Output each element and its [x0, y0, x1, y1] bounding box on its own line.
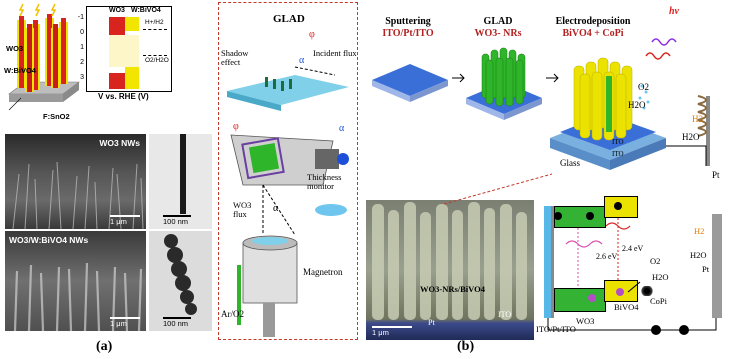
o2-label: O2: [638, 82, 649, 92]
band-header-wo3: WO3: [109, 7, 125, 14]
cross-section-ito: ITO: [498, 310, 512, 319]
thickness-monitor-label: Thickness monitor: [307, 172, 342, 191]
phi-top-label: φ: [309, 29, 315, 40]
scale-bar-1um-bottom: 1 μm: [110, 317, 140, 328]
scale-bar-100nm-bottom: 100 nm: [163, 317, 191, 328]
hv-label: hν: [669, 6, 679, 17]
process-arrow-1: [452, 73, 465, 83]
h2o-label: H2O: [628, 100, 646, 110]
step-electrodep-title: Electrodeposition: [555, 16, 631, 27]
wo3-valence-band: [109, 73, 125, 89]
h2o-b-label: H2O: [652, 272, 669, 282]
band-y-ticks: -1 0 1 2 3: [77, 14, 84, 81]
pt-counter-electrode: [712, 214, 722, 318]
cross-section-pt: Pt: [428, 318, 435, 327]
wo3-label: WO3: [6, 44, 24, 53]
substrate-label: F:SnO2: [43, 112, 70, 121]
alpha-flux-label: α: [273, 203, 279, 214]
glad-chamber-sketch: [230, 134, 349, 337]
h2-label: H2: [692, 114, 703, 124]
process-arrow-2: [546, 73, 559, 83]
gap-wo3-label: 2.6 eV: [596, 252, 618, 261]
wbivo4-label: W:BiVO4: [4, 66, 36, 75]
sem-bottom-label: WO3/W:BiVO4 NWs: [9, 235, 89, 245]
step-sputtering-subtitle: ITO/Pt/ITO: [382, 28, 434, 39]
shadow-effect-label: Shadow effect: [221, 48, 249, 67]
band-diagram-a: WO3 W:BiVO4 H+/H2 O2/H2O: [86, 6, 172, 92]
electrodeposition-device: [550, 38, 710, 170]
sem-cross-section: WO3-NRs/BiVO4 Pt ITO 1 μm: [366, 200, 534, 340]
pt-b-label: Pt: [702, 264, 710, 274]
copi-label: CoPi: [650, 296, 668, 306]
incident-flux-label: Incident flux: [313, 48, 357, 58]
sem-wo3-bivo4-nws: WO3/W:BiVO4 NWs 1 μm: [5, 231, 146, 331]
tem-wo3-bivo4-nw: 100 nm: [149, 231, 212, 331]
phi-chamber-label: φ: [233, 121, 239, 132]
sputtering-substrate: [372, 64, 448, 102]
step-sputtering-title: Sputtering: [385, 16, 431, 27]
bivo4-conduction-band: [125, 17, 139, 31]
gas-label: Ar/O2: [221, 309, 244, 319]
magnetron-label: Magnetron: [303, 267, 343, 277]
caption-b: (b): [457, 339, 475, 354]
glad-nanorods: [466, 47, 542, 120]
tem-wo3-nw: 100 nm: [149, 134, 212, 229]
copi-particle: [640, 286, 654, 296]
external-circuit: [547, 318, 717, 335]
glad-inset-title: GLAD: [273, 13, 305, 25]
h2o-right-b-label: H2O: [690, 250, 707, 260]
step-glad-title: GLAD: [483, 16, 513, 27]
o-redox-label: O2/H2O: [145, 57, 169, 64]
o2-b-label: O2: [650, 256, 661, 266]
bivo4-b-label: BiVO4: [614, 302, 639, 312]
h2-b-label: H2: [694, 226, 705, 236]
wo3-flux-label: WO3 flux: [233, 200, 252, 219]
electrode-b-label: ITO/Pt/ITO: [536, 324, 576, 334]
ito-label-2: ITO: [612, 150, 624, 158]
scale-bar-1um-top: 1 μm: [110, 215, 140, 226]
band-axis-label: V vs. RHE (V): [98, 92, 149, 101]
ito-electrode-bar: [544, 206, 554, 318]
ito-label-1: ITO: [612, 138, 624, 146]
pt-electrode-label: Pt: [712, 170, 720, 180]
h-redox-label: H+/H2: [145, 19, 164, 26]
caption-a: (a): [96, 339, 113, 354]
glass-label: Glass: [560, 158, 580, 168]
scale-bar-cross-section: 1 μm: [372, 326, 412, 337]
step-glad-subtitle: WO3- NRs: [474, 28, 522, 39]
glad-inset: GLAD φ α Shadow effect Incident flux Thi…: [218, 2, 358, 340]
wo3-conduction-band: [109, 17, 125, 35]
scale-bar-100nm-top: 100 nm: [163, 215, 191, 226]
sem-top-label: WO3 NWs: [99, 138, 140, 148]
band-header-bivo4: W:BiVO4: [131, 7, 161, 14]
nanowire-schematic: [8, 3, 80, 111]
band-diagram-b-arrows: [554, 202, 641, 302]
bivo4-valence-band: [125, 67, 139, 89]
alpha-chamber-label: α: [339, 123, 345, 134]
gap-bivo4-label: 2.4 eV: [622, 244, 644, 253]
alpha-top-label: α: [299, 55, 305, 66]
wo3-b-label: WO3: [576, 316, 595, 326]
cross-section-label: WO3-NRs/BiVO4: [420, 284, 485, 294]
zoom-connector: [443, 173, 553, 205]
h2o-right-label: H2O: [682, 132, 700, 142]
sem-wo3-nws: WO3 NWs 1 μm: [5, 134, 146, 229]
step-electrodep-subtitle: BiVO4 + CoPi: [562, 28, 624, 39]
glad-substrate-sketch: [227, 66, 349, 111]
